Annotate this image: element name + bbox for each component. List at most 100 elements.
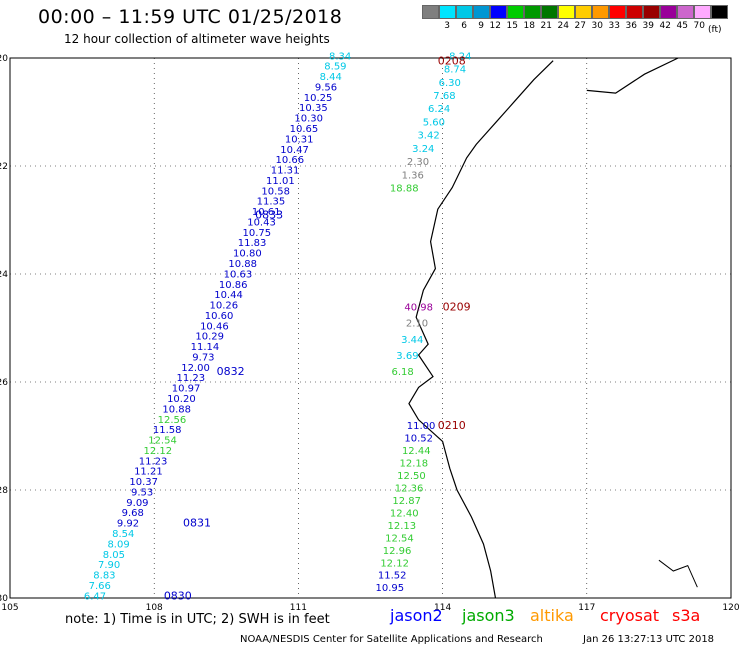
swh-value: 7.66 (89, 581, 111, 592)
swh-value: 10.44 (214, 290, 243, 301)
swh-value: 3.69 (396, 351, 418, 362)
swh-value: 10.26 (209, 301, 238, 312)
swh-value: 10.86 (219, 280, 248, 291)
credit-line: NOAA/NESDIS Center for Satellite Applica… (240, 634, 543, 645)
legend-label: 70 (693, 21, 705, 31)
time-label: 0209 (443, 300, 471, 313)
swh-value: 10.65 (290, 124, 319, 135)
swh-value: 9.56 (315, 82, 337, 93)
time-label: 0832 (217, 365, 245, 378)
swh-value: 11.23 (176, 373, 205, 384)
lat-tick-label: -24 (0, 270, 8, 280)
swh-value: 10.63 (224, 269, 253, 280)
swh-value: 11.31 (271, 166, 300, 177)
legend-label: 30 (591, 21, 603, 31)
swh-value: 10.61 (252, 207, 281, 218)
legend-label: 6 (461, 21, 467, 31)
legend-swatch (524, 5, 541, 19)
footnote: note: 1) Time is in UTC; 2) SWH is in fe… (65, 612, 330, 627)
lon-tick-label: 120 (722, 603, 739, 613)
legend-swatch (677, 5, 694, 19)
lon-tick-label: 111 (290, 603, 307, 613)
swh-value: 10.46 (200, 321, 229, 332)
coastline (408, 60, 554, 599)
swh-value: 6.24 (428, 104, 450, 115)
swh-value: 12.87 (392, 496, 421, 507)
legend-swatch (456, 5, 473, 19)
swh-value: 11.83 (238, 238, 267, 249)
map-frame (9, 57, 732, 599)
swh-value: 7.68 (433, 91, 455, 102)
time-label: 0833 (255, 209, 283, 222)
swh-value: 6.18 (391, 367, 413, 378)
lat-tick-label: -26 (0, 378, 8, 388)
swh-value: 11.14 (191, 342, 220, 353)
swh-value: 3.42 (417, 131, 439, 142)
swh-value: 10.37 (129, 477, 158, 488)
swh-value: 8.83 (93, 571, 115, 582)
legend-swatch (507, 5, 524, 19)
swh-value: 10.60 (205, 311, 234, 322)
swh-value: 2.30 (407, 157, 429, 168)
swh-value: 8.05 (103, 550, 125, 561)
legend-label: 45 (676, 21, 688, 31)
swh-value: 18.88 (390, 184, 419, 195)
legend-label: 39 (642, 21, 654, 31)
swh-value: 10.88 (162, 404, 191, 415)
legend-label: 9 (478, 21, 484, 31)
swh-value: 5.60 (423, 117, 445, 128)
legend-label: 33 (608, 21, 620, 31)
swh-value: 9.53 (131, 487, 153, 498)
swh-value: 10.52 (404, 434, 433, 445)
legend-labels: 3 6 9 12 15 18 21 24 27 30 33 36 39 42 45 70 (422, 19, 728, 33)
legend-swatch (660, 5, 677, 19)
legend-label: 24 (557, 21, 569, 31)
legend-label: 12 (489, 21, 501, 31)
time-label: 0210 (438, 419, 466, 432)
swh-value: 10.25 (304, 93, 333, 104)
lat-tick-label: -22 (0, 162, 8, 172)
legend-swatch (558, 5, 575, 19)
swh-value: 12.54 (148, 436, 177, 447)
swh-value: 12.40 (390, 508, 419, 519)
swh-value: 10.97 (172, 384, 201, 395)
swh-value: 9.68 (122, 508, 144, 519)
swh-value: 6.47 (84, 591, 106, 602)
swh-value: 10.66 (275, 155, 304, 166)
time-label: 0831 (183, 516, 211, 529)
swh-value: 9.09 (126, 498, 148, 509)
legend-label: 15 (506, 21, 518, 31)
page-title: 00:00 – 11:59 UTC 01/25/2018 (38, 6, 343, 28)
swh-value: 12.00 (181, 363, 210, 374)
swh-value: 8.09 (107, 539, 129, 550)
swh-value: 11.21 (134, 467, 163, 478)
swh-value: 11.01 (266, 176, 295, 187)
swh-value: 3.24 (412, 144, 434, 155)
swh-value: 9.73 (192, 352, 214, 363)
swh-value: 10.30 (294, 114, 323, 125)
swh-value: 10.43 (247, 217, 276, 228)
legend-swatch (711, 5, 728, 19)
legend-label: 18 (523, 21, 535, 31)
swh-value: 12.12 (380, 558, 409, 569)
swh-value: 8.54 (112, 529, 134, 540)
swh-value: 8.59 (324, 62, 346, 73)
swh-value: 10.47 (280, 145, 309, 156)
legend-swatch (609, 5, 626, 19)
swh-value: 8.34 (329, 51, 351, 62)
legend-label: 27 (574, 21, 586, 31)
page-subtitle: 12 hour collection of altimeter wave hei… (64, 32, 330, 46)
legend-swatch (694, 5, 711, 19)
swh-value: 10.35 (299, 103, 328, 114)
swh-value: 11.35 (257, 197, 286, 208)
color-legend: 3 6 9 12 15 18 21 24 27 30 33 36 39 42 45 70 (ft) (422, 5, 728, 35)
swh-value: 8.74 (444, 65, 466, 76)
swh-value: 8.44 (320, 72, 342, 83)
swh-value: 12.18 (400, 459, 429, 470)
legend-unit: (ft) (708, 25, 722, 35)
sat-s3a: s3a (672, 606, 701, 625)
swh-value: 12.12 (143, 446, 172, 457)
swh-value: 12.54 (385, 533, 414, 544)
swh-value: 40.98 (404, 302, 433, 313)
